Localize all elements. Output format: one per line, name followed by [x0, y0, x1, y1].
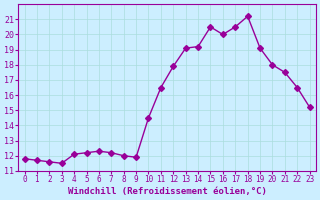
X-axis label: Windchill (Refroidissement éolien,°C): Windchill (Refroidissement éolien,°C)	[68, 187, 267, 196]
